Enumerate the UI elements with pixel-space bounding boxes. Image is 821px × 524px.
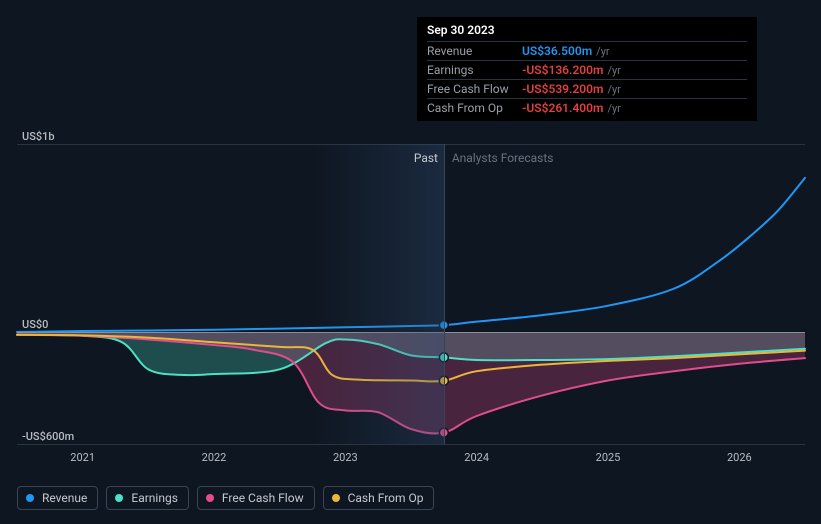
forecast-label: Analysts Forecasts <box>452 151 554 165</box>
x-axis-label: 2022 <box>202 451 227 464</box>
legend-dot <box>115 494 123 502</box>
tooltip-value: -US$261.400m <box>522 101 603 115</box>
tooltip-row: Cash From Op-US$261.400m/yr <box>427 98 747 117</box>
legend-dot <box>26 494 34 502</box>
x-axis-label: 2024 <box>464 451 489 464</box>
tooltip-rows: RevenueUS$36.500m/yrEarnings-US$136.200m… <box>427 41 747 117</box>
y-axis-label: -US$600m <box>22 430 74 443</box>
tooltip-key: Revenue <box>427 44 522 58</box>
tooltip-row: Earnings-US$136.200m/yr <box>427 60 747 79</box>
legend-label: Revenue <box>42 491 87 505</box>
legend-item-earnings[interactable]: Earnings <box>106 486 189 510</box>
tooltip-unit: /yr <box>607 102 620 115</box>
x-axis-label: 2021 <box>70 451 95 464</box>
legend-dot <box>206 494 214 502</box>
tooltip-value: -US$539.200m <box>522 82 603 96</box>
legend-item-revenue[interactable]: Revenue <box>17 486 98 510</box>
chart-tooltip: Sep 30 2023 RevenueUS$36.500m/yrEarnings… <box>417 17 757 121</box>
tooltip-key: Earnings <box>427 63 522 77</box>
tooltip-key: Cash From Op <box>427 101 522 115</box>
legend-label: Free Cash Flow <box>222 491 304 505</box>
tooltip-value: -US$136.200m <box>522 63 603 77</box>
x-axis-label: 2023 <box>333 451 358 464</box>
tooltip-unit: /yr <box>596 45 609 58</box>
past-label: Past <box>414 151 438 165</box>
zero-gridline <box>17 332 805 333</box>
y-axis-label: US$1b <box>22 130 55 143</box>
tooltip-unit: /yr <box>607 64 620 77</box>
chart-legend: Revenue Earnings Free Cash Flow Cash From O… <box>17 486 434 510</box>
tooltip-value: US$36.500m <box>522 44 592 58</box>
legend-item-cash-from-op[interactable]: Cash From Op <box>323 486 435 510</box>
tooltip-key: Free Cash Flow <box>427 82 522 96</box>
gridline <box>17 444 805 445</box>
tooltip-row: RevenueUS$36.500m/yr <box>427 41 747 60</box>
x-axis-label: 2026 <box>727 451 752 464</box>
gridline <box>17 144 805 145</box>
legend-dot <box>332 494 340 502</box>
y-axis-label: US$0 <box>22 318 48 331</box>
series-line-revenue <box>17 178 805 332</box>
past-forecast-divider <box>444 144 445 444</box>
tooltip-date: Sep 30 2023 <box>427 23 747 41</box>
tooltip-row: Free Cash Flow-US$539.200m/yr <box>427 79 747 98</box>
legend-item-free-cash-flow[interactable]: Free Cash Flow <box>197 486 315 510</box>
x-axis-label: 2025 <box>596 451 621 464</box>
legend-label: Earnings <box>131 491 178 505</box>
legend-label: Cash From Op <box>348 491 424 505</box>
tooltip-unit: /yr <box>607 83 620 96</box>
